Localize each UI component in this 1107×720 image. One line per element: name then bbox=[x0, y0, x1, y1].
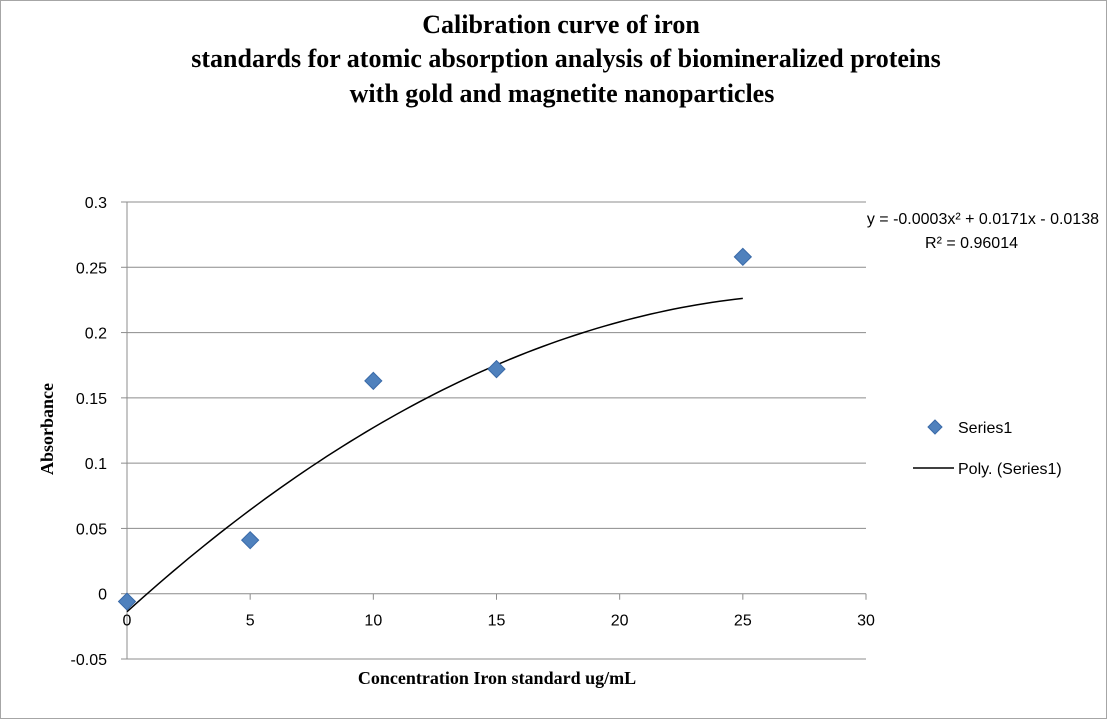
y-axis-title: Absorbance bbox=[37, 383, 57, 475]
legend: Series1 Poly. (Series1) bbox=[913, 419, 1062, 478]
trendline-equation: y = -0.0003x² + 0.0171x - 0.0138 bbox=[867, 211, 1099, 228]
y-tick-label: 0.05 bbox=[76, 521, 107, 538]
x-tick-labels: 0 5 10 15 20 25 30 bbox=[123, 613, 875, 630]
x-tick-label: 15 bbox=[488, 613, 506, 630]
data-points bbox=[117, 247, 753, 611]
y-tick-label: 0.25 bbox=[76, 260, 107, 277]
x-tick-label: 25 bbox=[734, 613, 752, 630]
chart-title-line-3: with gold and magnetite nanoparticles bbox=[350, 79, 775, 108]
data-point bbox=[487, 359, 506, 379]
x-axis-title: Concentration Iron standard ug/mL bbox=[358, 668, 636, 688]
chart-title: Calibration curve of iron standards for … bbox=[191, 10, 940, 108]
axes bbox=[121, 201, 867, 660]
y-tick-label: 0.3 bbox=[85, 195, 107, 212]
trendline-layer bbox=[126, 297, 743, 613]
data-point bbox=[117, 592, 137, 611]
legend-series1-label: Series1 bbox=[958, 420, 1012, 437]
y-tick-label: 0 bbox=[98, 587, 107, 604]
data-point bbox=[364, 371, 383, 391]
y-tick-label: 0.15 bbox=[76, 391, 107, 408]
x-tick-label: 0 bbox=[123, 613, 132, 630]
data-point bbox=[240, 530, 260, 550]
data-point bbox=[733, 247, 753, 267]
y-tick-label: 0.1 bbox=[85, 456, 107, 473]
y-tick-labels: -0.05 0 0.05 0.1 0.15 0.2 0.25 0.3 bbox=[71, 195, 108, 669]
chart-title-line-2: standards for atomic absorption analysis… bbox=[191, 44, 940, 73]
legend-series1-marker bbox=[927, 419, 943, 435]
gridlines bbox=[127, 201, 866, 660]
trendline-curve bbox=[126, 297, 743, 613]
x-tick-label: 5 bbox=[246, 613, 255, 630]
y-tick-label: 0.2 bbox=[85, 326, 107, 343]
x-tick-label: 30 bbox=[857, 613, 875, 630]
trendline-r-squared: R² = 0.96014 bbox=[925, 235, 1018, 252]
chart-title-line-1: Calibration curve of iron bbox=[422, 10, 700, 39]
legend-trendline-label: Poly. (Series1) bbox=[958, 461, 1062, 478]
x-tick-label: 20 bbox=[611, 613, 629, 630]
y-tick-label: -0.05 bbox=[71, 652, 108, 669]
x-tick-label: 10 bbox=[364, 613, 382, 630]
